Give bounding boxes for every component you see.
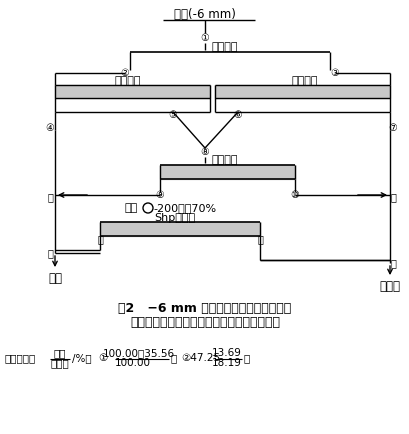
- Text: 中矿再选: 中矿再选: [211, 155, 238, 165]
- Text: 品位: 品位: [54, 349, 66, 358]
- Text: 永磁粗选: 永磁粗选: [211, 42, 238, 52]
- Text: 100.00；35.56: 100.00；35.56: [103, 349, 175, 358]
- Text: 原矿(-6 mm): 原矿(-6 mm): [174, 7, 235, 20]
- Text: 13.69: 13.69: [211, 349, 241, 358]
- Text: Shp强磁选: Shp强磁选: [154, 213, 195, 223]
- Text: ⑭: ⑭: [389, 192, 395, 202]
- Text: 永磁扫选: 永磁扫选: [115, 76, 141, 86]
- Bar: [100, 222, 259, 236]
- Bar: [160, 165, 294, 179]
- Text: /%；: /%；: [72, 353, 91, 363]
- Text: ；: ；: [243, 353, 249, 363]
- Text: ①: ①: [98, 353, 107, 363]
- Text: ⑮: ⑮: [47, 248, 53, 258]
- Text: ；: ；: [171, 353, 177, 363]
- Text: ④: ④: [45, 123, 54, 133]
- Text: ②: ②: [120, 68, 129, 78]
- Text: ⑯: ⑯: [389, 258, 395, 268]
- Text: ①: ①: [200, 33, 209, 43]
- Text: ⑬: ⑬: [256, 234, 262, 244]
- Text: 18.19: 18.19: [211, 358, 241, 368]
- Text: 图例：产率: 图例：产率: [5, 353, 36, 363]
- Text: 永磁精选: 永磁精选: [291, 76, 317, 86]
- Text: 图2   −6 mm 原矿一次粗选、一次扫选、: 图2 −6 mm 原矿一次粗选、一次扫选、: [118, 302, 291, 315]
- Bar: [214, 85, 389, 98]
- Text: ⑤: ⑤: [168, 110, 177, 120]
- Text: ⑪: ⑪: [47, 192, 53, 202]
- Text: 100.00: 100.00: [115, 358, 151, 368]
- Text: -200目占70%: -200目占70%: [153, 203, 216, 213]
- Text: ⑩: ⑩: [290, 190, 299, 200]
- Text: ②47.25: ②47.25: [180, 353, 220, 363]
- Text: ⑥: ⑥: [233, 110, 242, 120]
- Text: 尾矿: 尾矿: [48, 272, 62, 285]
- Text: 铁精矿: 铁精矿: [379, 279, 400, 293]
- Text: ⑧: ⑧: [200, 147, 209, 157]
- Text: ⑦: ⑦: [388, 123, 396, 133]
- Text: 回收率: 回收率: [50, 358, 69, 368]
- Bar: [55, 85, 209, 98]
- Text: 一次精选、中矿再选、尾矿再磨再选试验流程: 一次精选、中矿再选、尾矿再磨再选试验流程: [130, 316, 279, 329]
- Text: ③: ③: [330, 68, 339, 78]
- Text: 磨矿: 磨矿: [124, 203, 138, 213]
- Text: ⑨: ⑨: [155, 190, 164, 200]
- Text: ⑫: ⑫: [97, 234, 103, 244]
